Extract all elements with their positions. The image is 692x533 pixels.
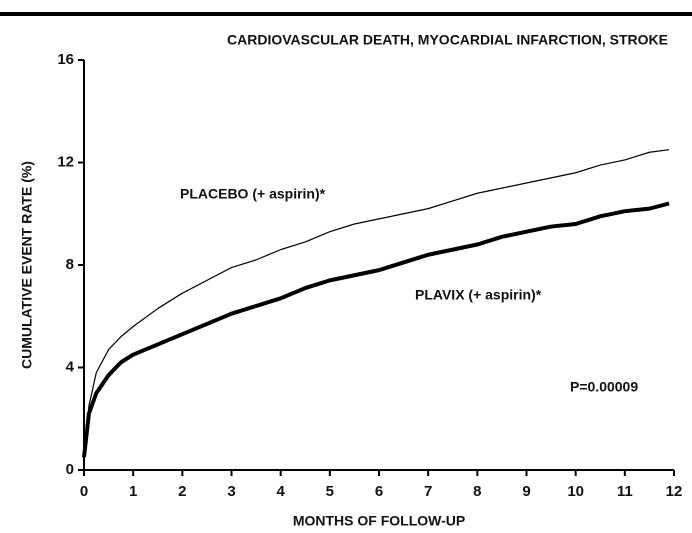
y-tick-label: 0 <box>66 461 74 478</box>
annotation: P=0.00009 <box>570 379 638 395</box>
x-tick-label: 4 <box>276 483 285 500</box>
series-line <box>82 201 670 458</box>
x-tick-label: 8 <box>473 483 481 500</box>
y-tick-label: 4 <box>66 358 75 375</box>
x-tick-label: 7 <box>424 483 432 500</box>
series-line <box>83 149 670 458</box>
y-axis-label: CUMULATIVE EVENT RATE (%) <box>19 161 35 369</box>
top-rule <box>0 12 692 16</box>
x-tick-label: 11 <box>617 483 633 500</box>
y-tick-label: 8 <box>66 256 74 273</box>
x-axis-label: MONTHS OF FOLLOW-UP <box>293 513 465 529</box>
x-tick-label: 12 <box>666 483 683 500</box>
x-tick-label: 3 <box>227 483 235 500</box>
x-tick-label: 1 <box>129 483 137 500</box>
x-tick-label: 5 <box>326 483 334 500</box>
series-label: PLACEBO (+ aspirin)* <box>180 186 326 202</box>
y-tick-label: 16 <box>57 51 74 68</box>
series-label: PLAVIX (+ aspirin)* <box>415 287 542 303</box>
chart-title: CARDIOVASCULAR DEATH, MYOCARDIAL INFARCT… <box>227 32 668 48</box>
x-tick-label: 9 <box>522 483 530 500</box>
x-tick-label: 6 <box>375 483 383 500</box>
y-tick-label: 12 <box>57 153 74 170</box>
x-tick-label: 2 <box>178 483 186 500</box>
x-tick-label: 10 <box>567 483 584 500</box>
x-tick-label: 0 <box>80 483 88 500</box>
